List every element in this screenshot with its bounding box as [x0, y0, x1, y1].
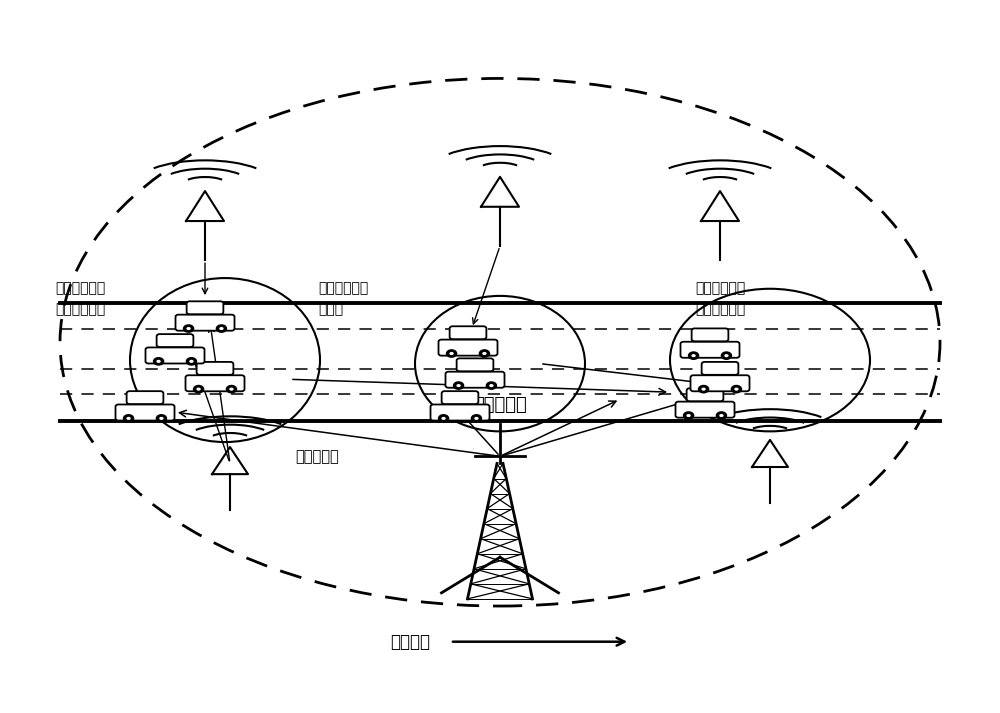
Circle shape — [686, 414, 691, 417]
Circle shape — [124, 415, 133, 422]
Circle shape — [157, 415, 166, 422]
Text: 宏蜂窝基站: 宏蜂窝基站 — [473, 396, 527, 414]
Circle shape — [482, 352, 487, 355]
FancyBboxPatch shape — [146, 347, 205, 364]
Circle shape — [489, 384, 494, 387]
Circle shape — [126, 417, 131, 420]
FancyBboxPatch shape — [690, 375, 750, 391]
Circle shape — [472, 415, 481, 422]
Circle shape — [684, 412, 693, 419]
Text: 小数据量时延
敏感服务切片: 小数据量时延 敏感服务切片 — [55, 282, 105, 317]
FancyBboxPatch shape — [438, 339, 498, 356]
Circle shape — [227, 386, 236, 393]
FancyBboxPatch shape — [187, 302, 223, 314]
Circle shape — [487, 382, 496, 389]
Circle shape — [447, 350, 456, 357]
Circle shape — [196, 388, 201, 391]
Circle shape — [217, 325, 226, 332]
FancyBboxPatch shape — [676, 401, 734, 418]
Circle shape — [156, 360, 161, 363]
FancyBboxPatch shape — [176, 314, 234, 331]
Circle shape — [439, 415, 448, 422]
FancyBboxPatch shape — [430, 404, 490, 421]
FancyBboxPatch shape — [702, 362, 738, 375]
Circle shape — [724, 354, 729, 357]
Circle shape — [186, 327, 191, 330]
Circle shape — [689, 352, 698, 359]
Text: 高速率确保服
务切片: 高速率确保服 务切片 — [318, 282, 368, 317]
FancyBboxPatch shape — [197, 362, 233, 375]
FancyBboxPatch shape — [442, 391, 478, 404]
Circle shape — [480, 350, 489, 357]
FancyBboxPatch shape — [115, 404, 175, 421]
Circle shape — [701, 388, 706, 391]
FancyBboxPatch shape — [186, 375, 244, 391]
FancyBboxPatch shape — [157, 334, 193, 347]
FancyBboxPatch shape — [680, 342, 740, 358]
Circle shape — [691, 354, 696, 357]
Circle shape — [474, 417, 479, 420]
Circle shape — [159, 417, 164, 420]
FancyBboxPatch shape — [127, 391, 163, 404]
Circle shape — [154, 358, 163, 365]
FancyBboxPatch shape — [457, 359, 493, 371]
Circle shape — [229, 388, 234, 391]
Circle shape — [717, 412, 726, 419]
Circle shape — [732, 386, 741, 393]
Circle shape — [734, 388, 739, 391]
FancyBboxPatch shape — [450, 327, 486, 339]
FancyBboxPatch shape — [445, 371, 504, 388]
Text: 大数据量时延
敏感服务切片: 大数据量时延 敏感服务切片 — [695, 282, 745, 317]
Circle shape — [719, 414, 724, 417]
FancyBboxPatch shape — [687, 389, 723, 401]
Circle shape — [699, 386, 708, 393]
Circle shape — [449, 352, 454, 355]
Circle shape — [441, 417, 446, 420]
Circle shape — [187, 358, 196, 365]
Circle shape — [194, 386, 203, 393]
Circle shape — [184, 325, 193, 332]
FancyBboxPatch shape — [692, 329, 728, 342]
Text: 通信链路: 通信链路 — [390, 632, 430, 651]
Circle shape — [722, 352, 731, 359]
Circle shape — [456, 384, 461, 387]
Text: 小蜂窝基站: 小蜂窝基站 — [295, 448, 339, 464]
Circle shape — [454, 382, 463, 389]
Circle shape — [219, 327, 224, 330]
Circle shape — [189, 360, 194, 363]
